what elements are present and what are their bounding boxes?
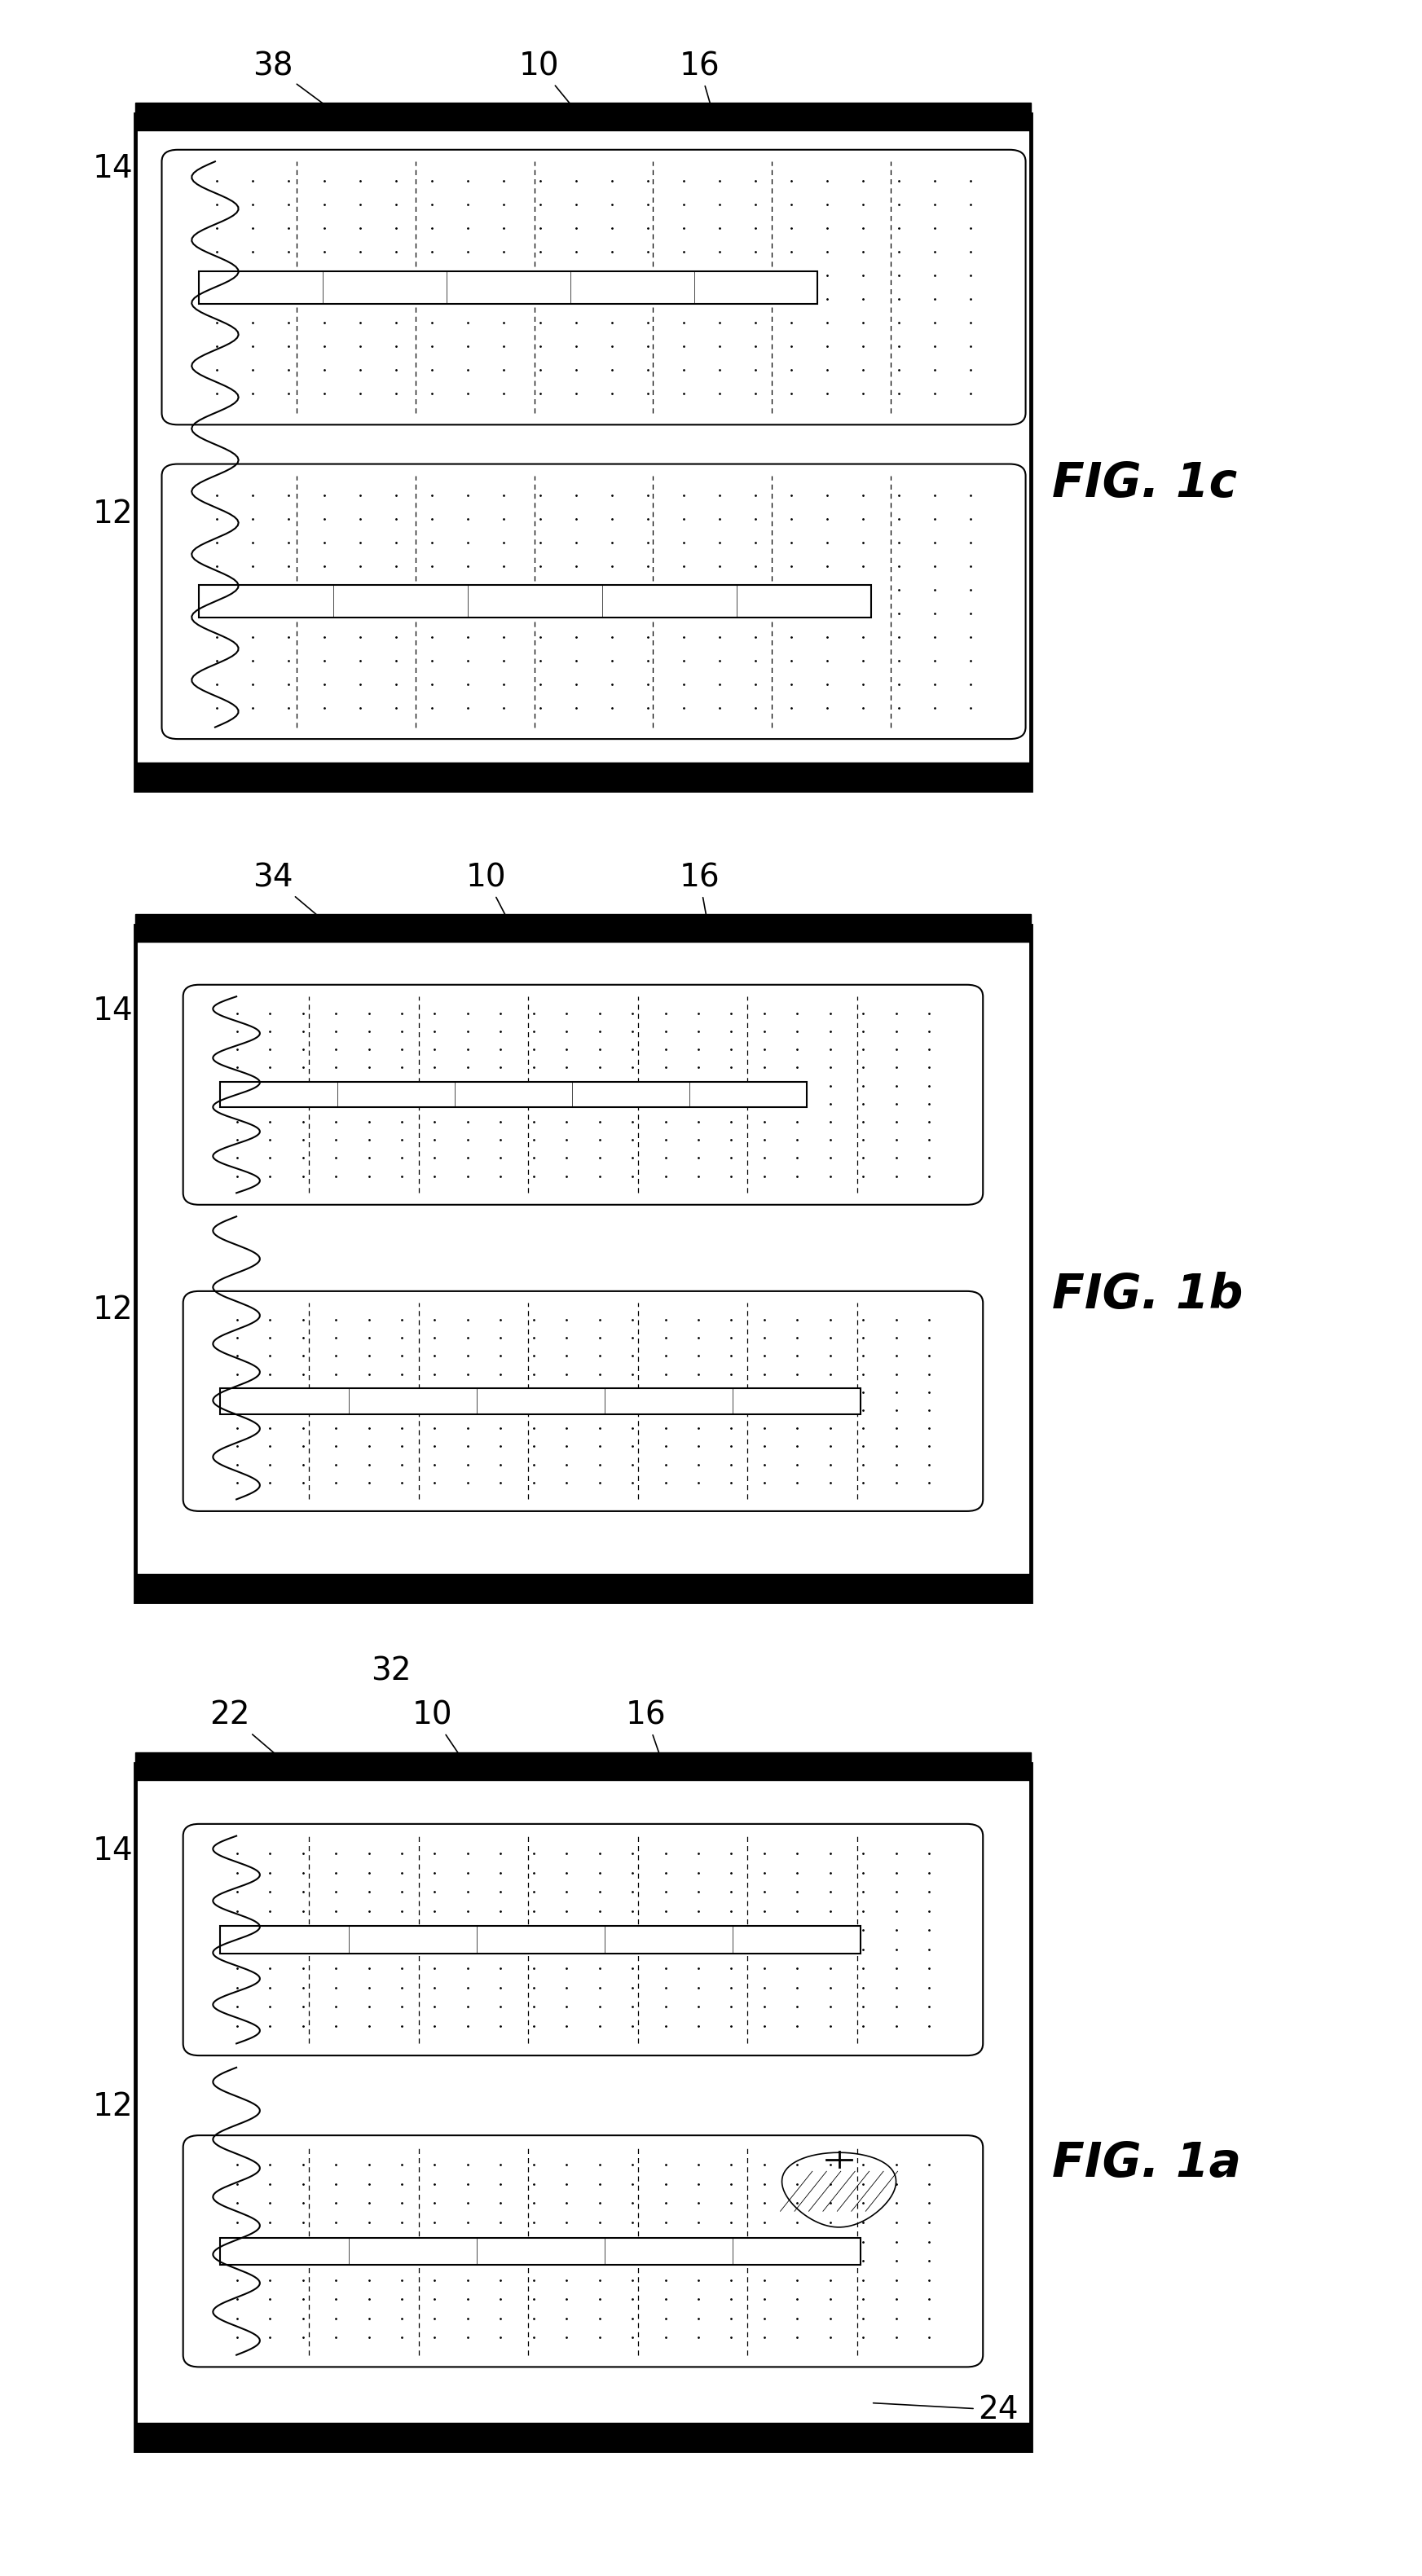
Text: 12: 12 — [92, 500, 132, 531]
Text: 12: 12 — [92, 2092, 132, 2123]
Text: 10: 10 — [465, 863, 518, 940]
Text: 34: 34 — [253, 863, 347, 940]
Bar — [199, 270, 818, 304]
Text: 16: 16 — [678, 863, 720, 940]
Bar — [135, 925, 1031, 1602]
Text: 10: 10 — [412, 1700, 475, 1777]
Bar — [135, 1574, 1031, 1602]
Text: 32: 32 — [371, 1656, 411, 1687]
Text: 38: 38 — [253, 52, 326, 106]
Bar — [135, 2424, 1031, 2450]
Bar — [220, 2239, 860, 2264]
Text: 24: 24 — [873, 2396, 1018, 2427]
Bar — [135, 762, 1031, 791]
Bar — [135, 103, 1031, 129]
Bar — [135, 914, 1031, 943]
Text: FIG. 1b: FIG. 1b — [1052, 1273, 1243, 1319]
Text: 14: 14 — [92, 997, 132, 1028]
Text: 16: 16 — [678, 52, 720, 106]
Text: 12: 12 — [92, 1293, 132, 1324]
Text: 14: 14 — [92, 1837, 132, 1868]
Bar — [220, 1388, 860, 1414]
Bar — [135, 113, 1031, 791]
Bar — [220, 1927, 860, 1953]
Bar — [220, 1082, 808, 1108]
Text: 10: 10 — [519, 52, 570, 106]
Text: FIG. 1a: FIG. 1a — [1052, 2141, 1241, 2187]
Text: 14: 14 — [92, 152, 132, 183]
Bar — [135, 1752, 1031, 1780]
Bar — [135, 1765, 1031, 2450]
Bar — [199, 585, 870, 618]
Text: 22: 22 — [210, 1700, 304, 1777]
Text: FIG. 1c: FIG. 1c — [1052, 461, 1237, 507]
Text: 16: 16 — [626, 1700, 667, 1777]
